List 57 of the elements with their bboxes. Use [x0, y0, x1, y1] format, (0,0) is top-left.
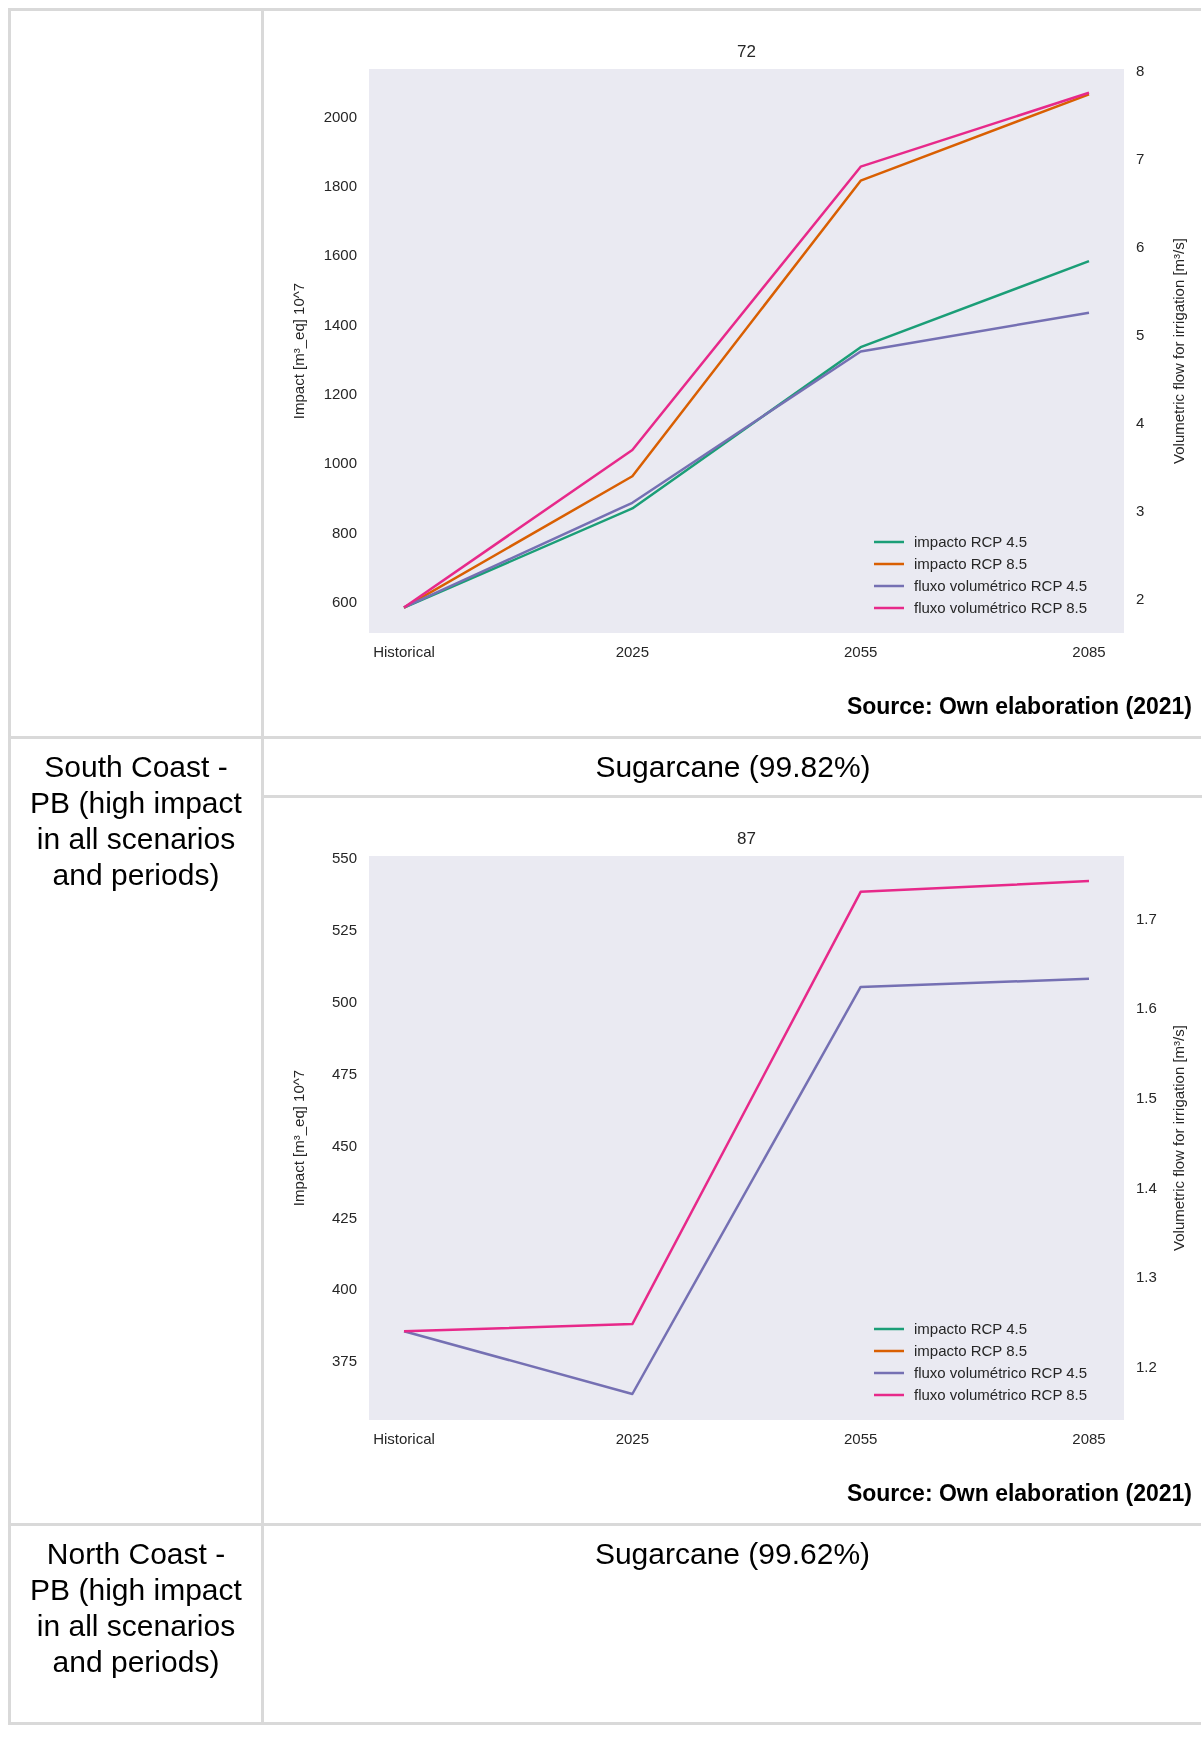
y-tick-label: 1800: [323, 176, 357, 194]
y-axis-title: Impact [m³_eq] 10^7: [290, 1069, 307, 1207]
y2-tick-label: 2: [1136, 589, 1145, 607]
y2-tick-label: 1.5: [1136, 1089, 1157, 1107]
y2-tick-label: 1.3: [1136, 1268, 1157, 1286]
text: Sugarcane (99.62%): [593, 1536, 872, 1572]
y-tick-label: 1000: [323, 454, 357, 472]
y-tick-label: 1600: [323, 246, 357, 264]
y2-tick-label: 8: [1136, 61, 1145, 79]
chart-title: 87: [737, 829, 756, 848]
y2-tick-label: 1.7: [1136, 909, 1157, 927]
y-tick-label: 2000: [323, 107, 357, 125]
y-tick-label: 550: [331, 849, 357, 867]
x-tick-label: Historical: [373, 1430, 435, 1447]
legend-label: impacto RCP 4.5: [914, 1320, 1028, 1337]
y-tick-label: 500: [331, 993, 357, 1011]
legend-label: fluxo volumétrico RCP 8.5: [914, 599, 1088, 616]
y-tick-label: 1400: [323, 315, 357, 333]
text: South Coast - PB (high impact in all scenarios and periods): [29, 749, 243, 893]
x-tick-label: 2055: [843, 1430, 878, 1447]
y-axis-title: Impact [m³_eq] 10^7: [290, 282, 307, 420]
legend-label: fluxo volumétrico RCP 4.5: [914, 577, 1088, 594]
x-tick-label: Historical: [373, 643, 435, 660]
y2-tick-label: 3: [1136, 501, 1145, 519]
y-tick-label: 525: [331, 921, 357, 939]
y-tick-label: 475: [331, 1064, 357, 1082]
y2-tick-label: 1.6: [1136, 999, 1157, 1017]
y-tick-label: 450: [331, 1136, 357, 1154]
y-tick-label: 1200: [323, 385, 357, 403]
x-tick-label: 2085: [1072, 643, 1106, 660]
text: Sugarcane (99.82%): [264, 739, 1202, 798]
legend-label: impacto RCP 4.5: [914, 533, 1028, 550]
source-note: Source: Own elaboration (2021): [846, 693, 1192, 719]
y2-tick-label: 6: [1136, 237, 1145, 255]
y2-tick-label: 4: [1136, 413, 1145, 431]
y2-tick-label: 5: [1136, 325, 1145, 343]
y2-tick-label: 1.2: [1136, 1358, 1157, 1376]
legend-label: fluxo volumétrico RCP 8.5: [914, 1386, 1088, 1403]
legend-label: impacto RCP 8.5: [914, 1342, 1028, 1359]
chart-title: 72: [737, 42, 756, 61]
y-tick-label: 375: [331, 1352, 357, 1370]
y2-tick-label: 1.4: [1136, 1178, 1157, 1196]
y-tick-label: 400: [331, 1280, 357, 1298]
y2-tick-label: 7: [1136, 149, 1145, 167]
source-note: Source: Own elaboration (2021): [846, 1480, 1192, 1506]
x-tick-label: 2025: [615, 1430, 650, 1447]
legend-label: fluxo volumétrico RCP 4.5: [914, 1364, 1088, 1381]
text: North Coast - PB (high impact in all scenarios and periods): [29, 1536, 243, 1680]
y-tick-label: 800: [331, 523, 357, 541]
x-tick-label: 2055: [843, 643, 878, 660]
legend-label: impacto RCP 8.5: [914, 555, 1028, 572]
y2-axis-title: Volumetric flow for irrigation [m³/s]: [1170, 1025, 1187, 1251]
x-tick-label: 2025: [615, 643, 650, 660]
x-tick-label: 2085: [1072, 1430, 1106, 1447]
y-tick-label: 425: [331, 1208, 357, 1226]
y2-axis-title: Volumetric flow for irrigation [m³/s]: [1170, 238, 1187, 464]
y-tick-label: 600: [331, 593, 357, 611]
